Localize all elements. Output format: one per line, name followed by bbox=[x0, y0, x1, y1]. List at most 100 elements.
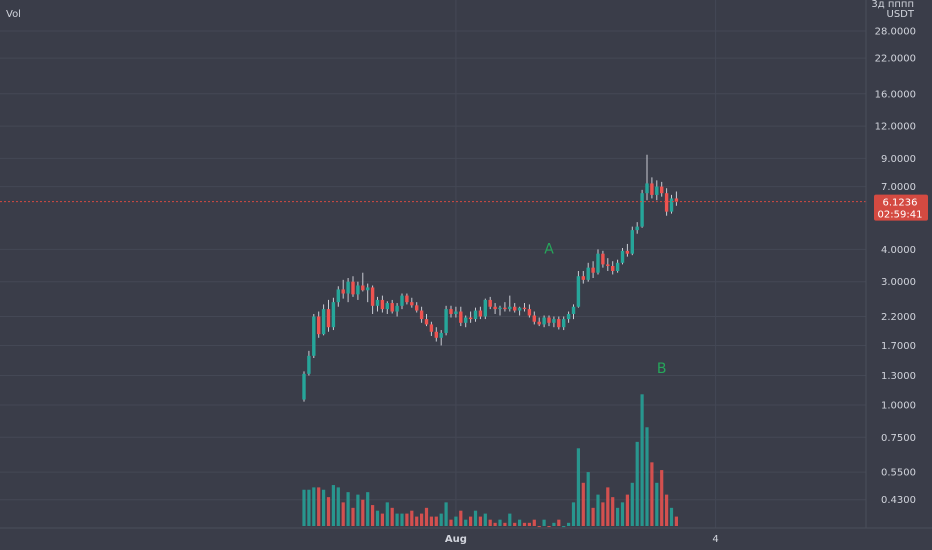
candle-body bbox=[669, 198, 674, 212]
volume-bar bbox=[571, 502, 576, 526]
volume-bar bbox=[307, 489, 311, 526]
volume-bar bbox=[341, 502, 345, 526]
volume-bar bbox=[591, 507, 595, 526]
candle-body bbox=[356, 285, 360, 295]
price-axis[interactable] bbox=[866, 0, 932, 528]
candle-body bbox=[449, 309, 453, 314]
candle-body bbox=[390, 303, 394, 312]
volume-bar bbox=[503, 522, 507, 526]
candle-body bbox=[630, 230, 634, 254]
wave-labels: ABC bbox=[544, 242, 666, 377]
volume-bar bbox=[513, 522, 517, 526]
volume-bar bbox=[312, 487, 316, 526]
candle-body bbox=[370, 287, 375, 306]
vol-indicator-label: Vol bbox=[6, 9, 21, 20]
volume-bar bbox=[576, 448, 580, 526]
candle-body bbox=[591, 267, 595, 273]
candle-body bbox=[439, 332, 443, 338]
candle-body bbox=[312, 316, 316, 356]
candle-body bbox=[664, 193, 669, 212]
time-tick-label: 4 bbox=[712, 534, 718, 545]
volume-bar bbox=[478, 516, 482, 526]
volume-bar bbox=[527, 522, 531, 526]
candle-body bbox=[473, 310, 478, 320]
volume-bar bbox=[547, 526, 551, 528]
price-tick-label: 2.2000 bbox=[881, 312, 916, 323]
candle-body bbox=[493, 306, 497, 310]
price-tick-label: 0.7500 bbox=[881, 433, 916, 444]
candle-body bbox=[454, 311, 458, 314]
volume-bar bbox=[498, 519, 502, 526]
volume-bar bbox=[390, 507, 394, 526]
candle-body bbox=[615, 262, 620, 271]
volume-bar bbox=[331, 485, 335, 526]
volume-bar bbox=[380, 513, 384, 526]
volume-bar bbox=[635, 441, 639, 526]
wave-label-a: A bbox=[544, 242, 554, 258]
volume-bar bbox=[444, 502, 448, 526]
scale-label-top: 3д пппп bbox=[871, 0, 914, 10]
candle-body bbox=[444, 309, 448, 333]
time-axis[interactable] bbox=[0, 528, 932, 550]
candle-body bbox=[400, 295, 404, 306]
volume-bar bbox=[420, 513, 424, 526]
candle-body bbox=[655, 186, 659, 195]
candle-body bbox=[586, 267, 590, 280]
scale-label-unit: USDT bbox=[887, 9, 915, 20]
volume-bar bbox=[424, 507, 429, 526]
volume-bar bbox=[371, 505, 375, 526]
candle-body bbox=[415, 305, 419, 311]
price-tick-label: 12.0000 bbox=[875, 122, 916, 133]
candle-body bbox=[498, 307, 502, 310]
candle-body bbox=[380, 299, 385, 310]
price-tick-label: 4.0000 bbox=[881, 245, 916, 256]
candle-body bbox=[326, 309, 331, 328]
volume-bar bbox=[562, 526, 566, 528]
volume-bar bbox=[665, 494, 669, 526]
candle-body bbox=[395, 305, 399, 312]
grid-lines bbox=[0, 0, 866, 528]
volume-bar bbox=[351, 507, 355, 526]
volume-bar bbox=[464, 519, 468, 526]
candle-body bbox=[483, 299, 487, 317]
candle-body bbox=[596, 253, 600, 273]
volume-bar bbox=[567, 522, 571, 526]
candle-body bbox=[576, 276, 581, 307]
volume-bar bbox=[429, 516, 433, 526]
candle-body bbox=[645, 183, 649, 194]
volume-bar bbox=[616, 507, 620, 526]
candle-body bbox=[625, 250, 630, 254]
candle-body bbox=[317, 316, 321, 335]
candle-body bbox=[508, 306, 512, 310]
volume-bar bbox=[581, 482, 585, 526]
volume-bar bbox=[473, 510, 478, 526]
candle-body bbox=[532, 315, 536, 322]
candle-body bbox=[522, 307, 527, 310]
volume-bar bbox=[630, 482, 634, 526]
volume-bar bbox=[361, 499, 365, 526]
candle-body bbox=[341, 289, 345, 294]
candle-body bbox=[405, 295, 409, 303]
volume-bar bbox=[586, 472, 590, 526]
volume-bar bbox=[459, 510, 463, 526]
price-tick-label: 28.0000 bbox=[875, 27, 916, 38]
candle-body bbox=[410, 302, 414, 306]
candle-body bbox=[375, 299, 380, 306]
candle-body bbox=[650, 183, 654, 195]
bar-countdown: 02:59:41 bbox=[878, 210, 923, 221]
volume-bar bbox=[469, 516, 473, 526]
candle-body bbox=[307, 355, 311, 374]
candle-body bbox=[581, 276, 585, 280]
volume-bar bbox=[322, 489, 326, 526]
volume-bar bbox=[620, 502, 625, 526]
candle-body bbox=[434, 331, 438, 338]
candle-body bbox=[366, 287, 370, 291]
candlesticks bbox=[302, 154, 679, 402]
candle-body bbox=[542, 317, 546, 325]
candle-body bbox=[424, 319, 429, 325]
volume-bar bbox=[645, 427, 649, 526]
volume-bar bbox=[660, 470, 664, 526]
